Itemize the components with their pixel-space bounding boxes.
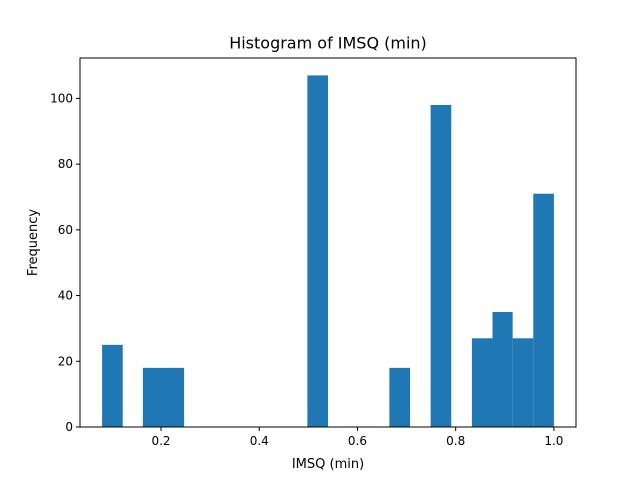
x-tick-label: 0.2	[151, 434, 170, 448]
y-tick-label: 100	[50, 91, 73, 105]
x-axis-ticks: 0.2 0.4 0.6 0.8 1.0	[151, 427, 563, 448]
histogram-bar	[471, 338, 493, 427]
histogram-bar	[533, 193, 554, 427]
x-tick-label: 1.0	[544, 434, 563, 448]
histogram-bar	[492, 311, 513, 427]
y-axis-label: Frequency	[26, 209, 41, 276]
histogram-bar	[142, 367, 164, 427]
x-axis-label: IMSQ (min)	[292, 457, 364, 472]
x-tick-label: 0.4	[250, 434, 269, 448]
histogram-bar	[307, 75, 328, 427]
histogram-bar	[512, 338, 534, 427]
histogram-bar	[430, 104, 452, 427]
bars-group	[102, 75, 554, 427]
y-axis-ticks: 0 20 40 60 80 100	[50, 91, 80, 434]
y-tick-label: 20	[58, 354, 73, 368]
histogram-bar	[389, 367, 411, 427]
x-tick-label: 0.8	[446, 434, 465, 448]
histogram-bar	[163, 367, 185, 427]
plot-frame	[79, 57, 577, 428]
y-tick-label: 80	[58, 157, 73, 171]
histogram-bar	[102, 344, 123, 427]
y-tick-label: 40	[58, 289, 73, 303]
chart-title: Histogram of IMSQ (min)	[229, 34, 427, 53]
y-tick-label: 0	[65, 420, 73, 434]
y-tick-label: 60	[58, 223, 73, 237]
x-tick-label: 0.6	[348, 434, 367, 448]
